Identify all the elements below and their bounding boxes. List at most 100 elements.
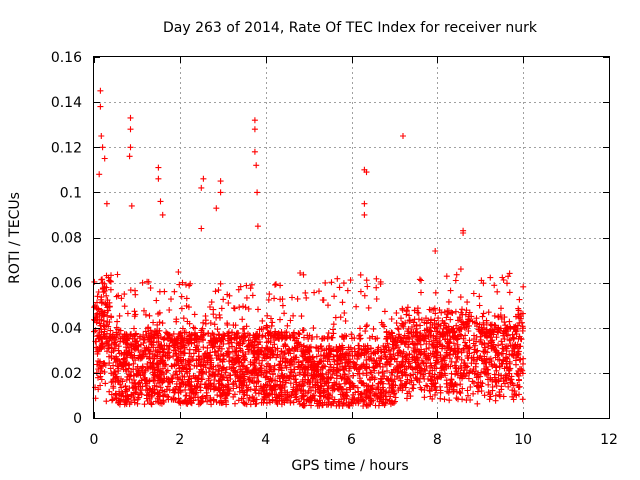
data-point — [370, 325, 377, 332]
data-point — [347, 386, 354, 393]
data-point — [357, 325, 363, 332]
data-point — [339, 403, 346, 409]
data-point — [347, 277, 354, 284]
data-point — [186, 333, 193, 340]
data-point — [453, 382, 460, 389]
data-point — [479, 313, 486, 320]
data-point — [373, 296, 380, 302]
data-point — [347, 380, 354, 387]
data-point — [453, 322, 460, 329]
data-point — [246, 342, 253, 349]
data-point — [487, 274, 494, 281]
data-point — [271, 341, 278, 348]
data-point — [344, 393, 351, 400]
data-point — [284, 358, 291, 365]
data-point — [363, 394, 370, 401]
data-point — [400, 334, 407, 341]
data-point — [200, 358, 207, 365]
data-point — [159, 211, 166, 218]
data-point — [107, 327, 114, 334]
data-point — [209, 344, 216, 351]
data-point — [232, 334, 239, 341]
data-point — [156, 389, 163, 396]
data-point — [183, 295, 190, 302]
data-point — [148, 400, 155, 407]
data-point — [452, 364, 459, 371]
data-point — [133, 371, 140, 378]
data-point — [198, 363, 204, 370]
data-point — [127, 126, 134, 133]
data-point — [325, 401, 332, 408]
data-point — [223, 366, 230, 373]
data-point — [422, 367, 429, 374]
data-point — [450, 388, 457, 395]
data-point — [172, 372, 179, 378]
data-point — [505, 383, 512, 390]
data-point — [244, 386, 251, 393]
data-point — [495, 342, 502, 349]
data-point — [357, 375, 363, 382]
data-point — [383, 333, 390, 340]
data-point — [509, 393, 516, 400]
data-point — [340, 399, 347, 406]
data-point — [459, 396, 466, 403]
data-point — [387, 401, 394, 408]
data-point — [456, 325, 463, 332]
data-point — [269, 371, 276, 378]
data-point — [156, 309, 163, 316]
data-point — [124, 373, 131, 380]
data-point — [99, 276, 106, 283]
data-point — [108, 314, 115, 321]
data-point — [431, 383, 438, 390]
data-point — [416, 379, 423, 386]
data-point — [141, 376, 148, 383]
data-point — [105, 323, 112, 330]
data-point — [126, 153, 133, 160]
data-point — [95, 366, 102, 373]
data-point — [452, 345, 459, 352]
data-point — [254, 372, 261, 379]
data-point — [471, 380, 477, 387]
data-point — [290, 312, 297, 319]
data-point — [441, 366, 448, 373]
data-point — [242, 304, 249, 311]
data-point — [514, 322, 521, 329]
data-point — [310, 374, 317, 381]
data-point — [477, 336, 484, 343]
data-point — [245, 376, 252, 383]
data-point — [429, 373, 436, 380]
data-point — [442, 372, 449, 379]
data-point — [414, 305, 421, 312]
data-point — [129, 355, 136, 362]
data-point — [488, 361, 495, 368]
data-point — [272, 346, 279, 353]
data-point — [155, 175, 162, 182]
data-point — [274, 351, 281, 358]
data-point — [344, 287, 351, 294]
data-point — [266, 378, 273, 385]
data-point — [170, 396, 177, 403]
data-point — [367, 395, 374, 402]
data-point — [328, 347, 335, 354]
data-point — [122, 388, 129, 395]
data-point — [154, 327, 161, 334]
data-point — [506, 337, 513, 344]
data-point — [505, 343, 511, 350]
data-point — [402, 341, 409, 348]
data-point — [227, 376, 234, 382]
data-point — [297, 270, 304, 276]
data-point — [489, 327, 496, 334]
data-point — [385, 389, 392, 396]
data-point — [478, 324, 485, 331]
data-point — [476, 302, 483, 309]
data-point — [241, 400, 248, 407]
data-point — [437, 352, 444, 359]
data-point — [489, 337, 496, 344]
data-point — [501, 319, 508, 326]
data-point — [432, 289, 439, 296]
data-point — [513, 313, 519, 320]
data-point — [505, 375, 512, 382]
data-point — [381, 402, 388, 408]
data-point — [466, 309, 473, 316]
data-point — [330, 321, 337, 328]
